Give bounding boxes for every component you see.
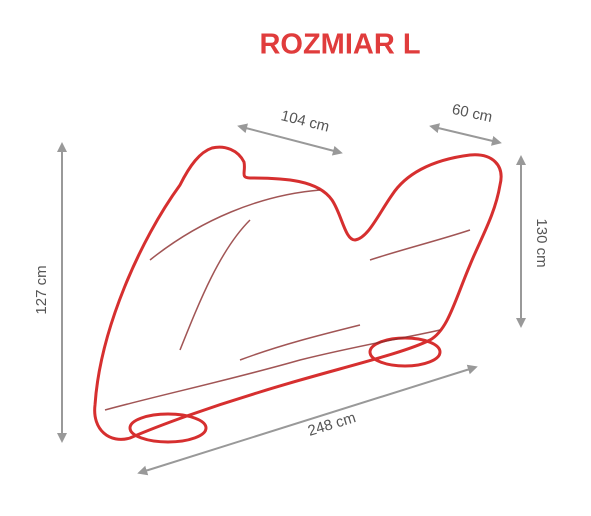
dimension-label: 130 cm [533,218,550,267]
dimension-label: 104 cm [279,107,331,135]
title: ROZMIAR L [259,29,420,61]
dimension-label: 248 cm [306,409,358,440]
dimension-label: 60 cm [450,101,494,126]
dimension-label: 127 cm [33,265,50,314]
motorcycle-cover [93,145,503,444]
dimension-lines [57,123,526,476]
